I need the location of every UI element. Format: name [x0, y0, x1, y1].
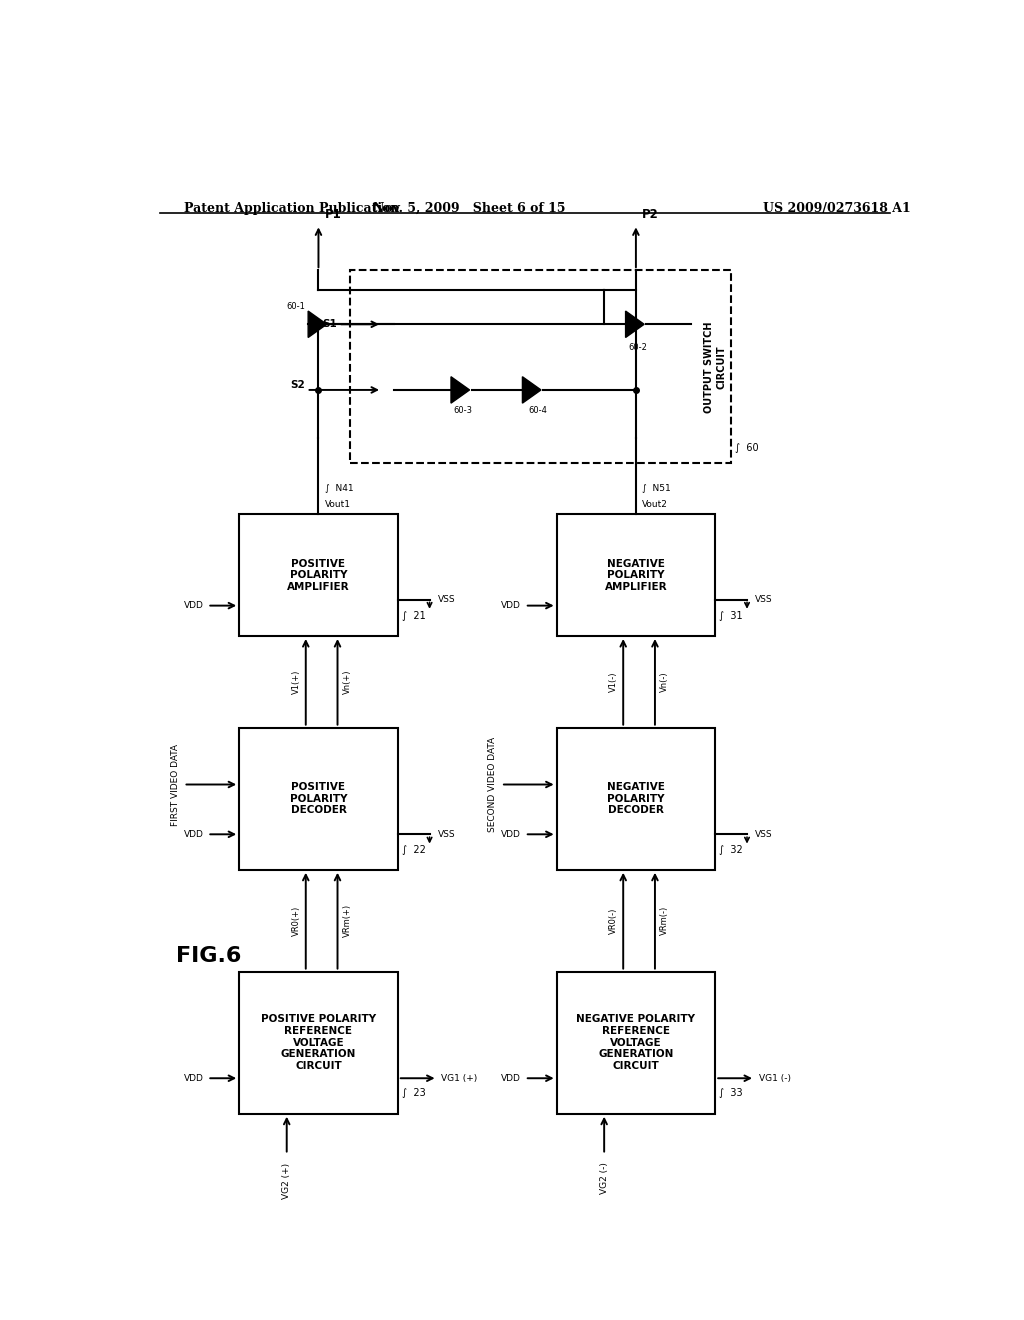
- Text: ∫  23: ∫ 23: [401, 1089, 426, 1098]
- Text: S2: S2: [290, 380, 305, 389]
- Text: VG2 (-): VG2 (-): [600, 1163, 608, 1195]
- Text: POSITIVE POLARITY
REFERENCE
VOLTAGE
GENERATION
CIRCUIT: POSITIVE POLARITY REFERENCE VOLTAGE GENE…: [261, 1015, 376, 1071]
- Text: FIRST VIDEO DATA: FIRST VIDEO DATA: [171, 743, 179, 825]
- Text: P1: P1: [325, 209, 342, 222]
- Text: Patent Application Publication: Patent Application Publication: [183, 202, 399, 215]
- Text: VSS: VSS: [437, 830, 455, 838]
- Text: VDD: VDD: [183, 1073, 204, 1082]
- Text: ∫  21: ∫ 21: [401, 611, 426, 620]
- Text: ∫  N51: ∫ N51: [642, 483, 671, 492]
- Text: V1(+): V1(+): [292, 669, 301, 694]
- Text: ∫  31: ∫ 31: [719, 611, 742, 620]
- Bar: [350, 271, 731, 463]
- Text: VRm(+): VRm(+): [343, 904, 351, 937]
- Bar: [240, 727, 398, 870]
- Text: SECOND VIDEO DATA: SECOND VIDEO DATA: [488, 737, 497, 832]
- Text: VDD: VDD: [501, 1073, 521, 1082]
- Text: 60-4: 60-4: [528, 407, 548, 416]
- Text: ∫  32: ∫ 32: [719, 845, 743, 854]
- Text: VDD: VDD: [183, 830, 204, 838]
- Polygon shape: [451, 376, 470, 403]
- Text: VRm(-): VRm(-): [660, 906, 669, 936]
- Polygon shape: [308, 312, 327, 338]
- Text: VDD: VDD: [501, 830, 521, 838]
- Text: NEGATIVE POLARITY
REFERENCE
VOLTAGE
GENERATION
CIRCUIT: NEGATIVE POLARITY REFERENCE VOLTAGE GENE…: [577, 1015, 695, 1071]
- Text: ∫  33: ∫ 33: [719, 1089, 742, 1098]
- Text: VR0(+): VR0(+): [292, 906, 301, 936]
- Text: ∫  60: ∫ 60: [735, 444, 759, 453]
- Text: 60-3: 60-3: [454, 407, 472, 416]
- Text: Vn(-): Vn(-): [660, 672, 669, 692]
- Polygon shape: [522, 376, 541, 403]
- Text: NEGATIVE
POLARITY
DECODER: NEGATIVE POLARITY DECODER: [607, 783, 665, 816]
- Polygon shape: [626, 312, 644, 338]
- Text: VSS: VSS: [755, 595, 772, 605]
- Text: VR0(-): VR0(-): [609, 908, 618, 933]
- Text: Vn(+): Vn(+): [343, 669, 351, 694]
- Text: Vout2: Vout2: [642, 500, 668, 510]
- Text: POSITIVE
POLARITY
AMPLIFIER: POSITIVE POLARITY AMPLIFIER: [287, 558, 350, 591]
- Text: FIG.6: FIG.6: [176, 946, 241, 966]
- Text: US 2009/0273618 A1: US 2009/0273618 A1: [763, 202, 910, 215]
- Text: ∫  22: ∫ 22: [401, 845, 426, 854]
- Bar: [557, 513, 716, 636]
- Text: VG1 (-): VG1 (-): [759, 1073, 791, 1082]
- Text: VDD: VDD: [501, 601, 521, 610]
- Text: POSITIVE
POLARITY
DECODER: POSITIVE POLARITY DECODER: [290, 783, 347, 816]
- Bar: [557, 972, 716, 1114]
- Text: VDD: VDD: [183, 601, 204, 610]
- Text: VG2 (+): VG2 (+): [283, 1163, 291, 1199]
- Text: P2: P2: [642, 209, 659, 222]
- Text: Vout1: Vout1: [325, 500, 351, 510]
- Bar: [240, 513, 398, 636]
- Bar: [240, 972, 398, 1114]
- Text: 60-1: 60-1: [287, 302, 305, 312]
- Text: NEGATIVE
POLARITY
AMPLIFIER: NEGATIVE POLARITY AMPLIFIER: [604, 558, 668, 591]
- Text: VSS: VSS: [437, 595, 455, 605]
- Text: Nov. 5, 2009   Sheet 6 of 15: Nov. 5, 2009 Sheet 6 of 15: [373, 202, 565, 215]
- Text: 60-2: 60-2: [628, 343, 647, 351]
- Bar: [557, 727, 716, 870]
- Text: S1: S1: [322, 319, 337, 329]
- Text: VG1 (+): VG1 (+): [441, 1073, 478, 1082]
- Text: ∫  N41: ∫ N41: [325, 483, 353, 492]
- Text: OUTPUT SWITCH
CIRCUIT: OUTPUT SWITCH CIRCUIT: [705, 321, 726, 413]
- Text: V1(-): V1(-): [609, 672, 618, 692]
- Text: VSS: VSS: [755, 830, 772, 838]
